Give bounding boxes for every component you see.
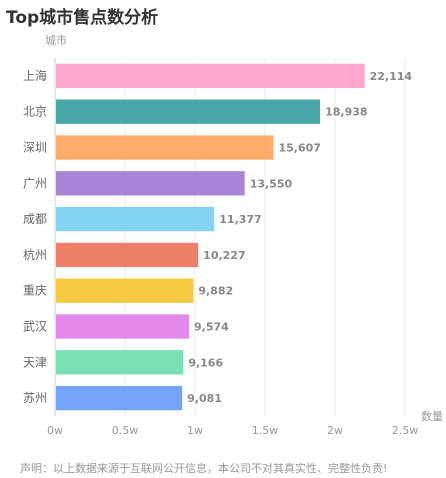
category-label: 武汉 xyxy=(23,320,47,334)
bar xyxy=(56,63,365,89)
data-label: 9,882 xyxy=(198,285,233,298)
x-tick-label: 1w xyxy=(187,424,203,437)
y-axis-label: 城市 xyxy=(45,33,67,47)
x-tick-label: 2w xyxy=(327,424,343,437)
data-label: 13,550 xyxy=(250,177,293,190)
category-label: 杭州 xyxy=(23,247,47,262)
disclaimer-footnote: 声明：以上数据来源于互联网公开信息，本公司不对其真实性、完整性负责! xyxy=(20,462,388,475)
data-label: 9,081 xyxy=(187,392,222,405)
data-label: 11,377 xyxy=(219,213,261,226)
bar xyxy=(56,171,245,196)
category-label: 成都 xyxy=(23,212,47,226)
bar xyxy=(56,350,184,375)
bar xyxy=(56,242,199,268)
data-label: 18,938 xyxy=(325,106,367,119)
bar xyxy=(56,99,321,124)
category-label: 广州 xyxy=(23,176,47,190)
bar xyxy=(56,206,215,232)
data-label: 15,607 xyxy=(278,142,320,155)
x-tick-label: 1.5w xyxy=(252,424,279,437)
data-label: 9,166 xyxy=(188,356,223,369)
bar xyxy=(56,314,190,339)
bar-layer xyxy=(56,63,365,411)
data-label: 9,574 xyxy=(194,321,229,334)
label-layer: 0w 0.5w 1w 1.5w 2w 2.5w 上海 22,114 北京 18,938 深圳 15,6… xyxy=(23,68,418,437)
bar xyxy=(56,385,183,411)
x-tick-label: 0w xyxy=(47,424,63,437)
category-label: 北京 xyxy=(23,105,47,119)
category-label: 天津 xyxy=(23,355,47,369)
bar xyxy=(56,135,274,160)
data-label: 10,227 xyxy=(203,249,245,262)
x-axis-label: 数量 xyxy=(421,410,443,423)
category-label: 上海 xyxy=(23,68,47,83)
category-label: 深圳 xyxy=(23,141,47,155)
chart-title: Top城市售点数分析 xyxy=(6,8,159,28)
x-tick-label: 2.5w xyxy=(392,424,419,437)
bar xyxy=(56,278,194,303)
data-label: 22,114 xyxy=(370,70,413,83)
x-tick-label: 0.5w xyxy=(112,424,139,437)
category-label: 重庆 xyxy=(23,284,47,298)
category-label: 苏州 xyxy=(23,391,47,405)
